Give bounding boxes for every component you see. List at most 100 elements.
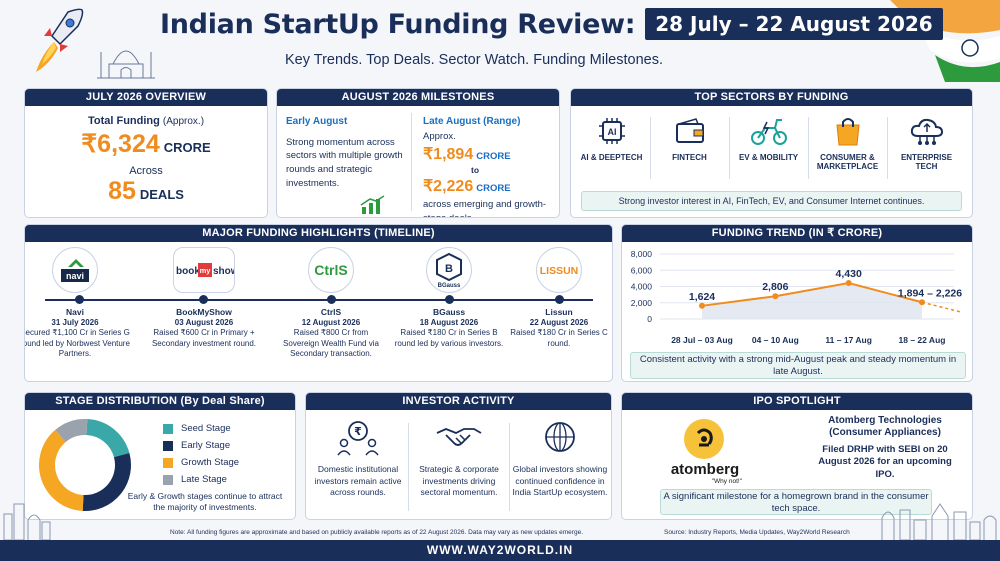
top-sectors-note: Strong investor interest in AI, FinTech,… bbox=[581, 191, 962, 211]
y-tick-label: 8,000 bbox=[631, 249, 653, 259]
funding-trend-panel: FUNDING TREND (IN ₹ CRORE) 0 2,000 4,000 6,… bbox=[621, 224, 973, 382]
y-tick-label: 2,000 bbox=[631, 298, 653, 308]
top-sectors-panel: TOP SECTORS BY FUNDING AI AI & DEEPTECH … bbox=[570, 88, 973, 218]
trend-area bbox=[702, 283, 922, 319]
highlight-name: Navi bbox=[66, 307, 84, 317]
timeline-dot bbox=[555, 295, 564, 304]
investor-item-domestic: ₹ Domestic institutional investors remai… bbox=[310, 419, 406, 499]
sector-label: CONSUMER & MARKETPLACE bbox=[816, 153, 879, 171]
investor-activity-panel: INVESTOR ACTIVITY ₹ Domestic institution… bbox=[305, 392, 612, 520]
timeline-dot bbox=[199, 295, 208, 304]
globe-icon bbox=[545, 422, 575, 452]
deals-value: 85 bbox=[108, 177, 136, 205]
svg-text:LISSUN: LISSUN bbox=[540, 265, 579, 277]
ipo-spotlight-panel: IPO SPOTLIGHT atomberg "Why not!" Atombe… bbox=[621, 392, 973, 520]
website-link[interactable]: WWW.WAY2WORLD.IN bbox=[0, 540, 1000, 561]
x-tick-label: 11 – 17 Aug bbox=[825, 335, 871, 345]
funding-trend-note: Consistent activity with a strong mid-Au… bbox=[630, 352, 966, 379]
footer-source: Source: Industry Reports, Media Updates,… bbox=[664, 529, 850, 536]
data-label: 2,806 bbox=[762, 281, 788, 293]
highlight-desc: Raised ₹180 Cr in Series B round led by … bbox=[394, 328, 504, 348]
wallet-icon bbox=[675, 118, 704, 143]
trend-projection bbox=[921, 301, 963, 313]
atomberg-logo-text: atomberg bbox=[670, 461, 740, 478]
stage-donut-chart bbox=[39, 419, 131, 511]
funding-trend-chart: 0 2,000 4,000 6,000 8,000 1,624 28 Jul – 03 Au… bbox=[631, 249, 963, 345]
timeline-dot bbox=[75, 295, 84, 304]
total-funding-label: Total Funding bbox=[87, 115, 160, 127]
x-tick-label: 04 – 10 Aug bbox=[752, 335, 799, 345]
skyline-left-illustration bbox=[3, 503, 51, 540]
highlight-date: 18 August 2026 bbox=[419, 318, 479, 328]
early-august-heading: Early August bbox=[286, 116, 348, 127]
stage-distribution-heading: STAGE DISTRIBUTION (By Deal Share) bbox=[25, 393, 295, 410]
august-milestones-heading: AUGUST 2026 MILESTONES bbox=[277, 89, 559, 106]
july-overview-panel: JULY 2026 OVERVIEW Total Funding (Approx… bbox=[24, 88, 268, 218]
date-range-badge: 28 July – 22 August 2026 bbox=[645, 8, 943, 40]
svg-text:₹: ₹ bbox=[354, 425, 362, 438]
bgauss-logo: B BGauss bbox=[426, 247, 472, 293]
early-august-text: Strong momentum across sectors with mult… bbox=[286, 136, 403, 189]
legend-swatch bbox=[163, 440, 173, 451]
funding-trend-heading: FUNDING TREND (IN ₹ CRORE) bbox=[622, 225, 972, 242]
total-funding-value: ₹6,324 bbox=[81, 130, 160, 158]
skyline-right-illustration bbox=[881, 503, 997, 540]
ipo-company: Atomberg Technologies bbox=[828, 415, 942, 426]
late-august-to: to bbox=[471, 165, 480, 176]
ctrls-logo: CtrlS bbox=[308, 247, 354, 293]
svg-text:book: book bbox=[176, 266, 200, 277]
highlight-lissun: LISSUN Lissun 22 August 2026 Raised ₹180… bbox=[504, 247, 612, 349]
august-milestones-panel: AUGUST 2026 MILESTONES Early August Stro… bbox=[276, 88, 560, 218]
sector-label: AI & DEEPTECH bbox=[580, 153, 643, 162]
ipo-spotlight-heading: IPO SPOTLIGHT bbox=[622, 393, 972, 410]
investor-item-global: Global investors showing continued confi… bbox=[512, 419, 608, 499]
highlight-name: CtrlS bbox=[320, 307, 342, 317]
stage-legend: Seed Stage Early Stage Growth Stage Late… bbox=[163, 423, 239, 491]
highlight-desc: Raised ₹800 Cr from Sovereign Wealth Fun… bbox=[283, 328, 379, 359]
legend-late: Late Stage bbox=[163, 474, 239, 485]
donut-slice bbox=[55, 419, 88, 443]
legend-label: Early Stage bbox=[181, 440, 231, 451]
growth-chart-icon bbox=[360, 195, 385, 214]
total-funding-qualifier: (Approx.) bbox=[162, 116, 205, 127]
y-tick-label: 0 bbox=[647, 314, 652, 324]
data-label: 1,624 bbox=[689, 291, 715, 303]
svg-text:B: B bbox=[445, 263, 453, 275]
x-tick-label: 18 – 22 Aug bbox=[899, 335, 946, 345]
stage-note: Early & Growth stages continue to attrac… bbox=[127, 491, 283, 513]
trend-point bbox=[772, 293, 779, 300]
legend-growth: Growth Stage bbox=[163, 457, 239, 468]
sector-ai-deeptech: AI AI & DEEPTECH bbox=[574, 113, 649, 162]
footer-note: Note: All funding figures are approximat… bbox=[170, 529, 583, 536]
scooter-icon bbox=[750, 119, 787, 145]
header: Indian StartUp Funding Review: 28 July –… bbox=[0, 0, 1000, 82]
investor-activity-heading: INVESTOR ACTIVITY bbox=[306, 393, 611, 410]
trend-point bbox=[699, 302, 705, 309]
sector-label: ENTERPRISE TECH bbox=[900, 153, 953, 171]
highlight-name: BGauss bbox=[432, 307, 466, 317]
rupee-people-icon: ₹ bbox=[337, 421, 379, 456]
sector-enterprise-tech: ENTERPRISE TECH bbox=[889, 113, 964, 171]
svg-text:my: my bbox=[200, 266, 212, 275]
ipo-filing: Filed DRHP with SEBI on 20 August 2026 f… bbox=[818, 444, 952, 480]
trend-point bbox=[845, 280, 852, 287]
y-tick-label: 6,000 bbox=[631, 265, 653, 275]
cloud-network-icon bbox=[910, 118, 943, 145]
timeline-dot bbox=[445, 295, 454, 304]
sector-ev-mobility: EV & MOBILITY bbox=[731, 113, 806, 162]
highlight-date: 31 July 2026 bbox=[51, 318, 99, 328]
deals-unit: DEALS bbox=[139, 187, 184, 202]
late-august-low-unit: CRORE bbox=[476, 151, 511, 163]
highlight-bgauss: B BGauss BGauss 18 August 2026 Raised ₹18… bbox=[394, 247, 504, 349]
legend-swatch bbox=[163, 423, 173, 434]
bookmyshow-logo: bookmyshow bbox=[173, 247, 235, 293]
legend-swatch bbox=[163, 457, 173, 468]
data-label: 1,894 – 2,226 bbox=[898, 287, 962, 299]
total-funding-unit: CRORE bbox=[163, 140, 211, 155]
svg-text:BGauss: BGauss bbox=[438, 283, 461, 288]
investor-text: Strategic & corporate investments drivin… bbox=[419, 464, 499, 498]
page-subtitle: Key Trends. Top Deals. Sector Watch. Fun… bbox=[285, 52, 663, 68]
timeline-dot bbox=[327, 295, 336, 304]
data-label: 4,430 bbox=[836, 268, 862, 280]
highlight-name: BookMyShow bbox=[176, 307, 232, 317]
